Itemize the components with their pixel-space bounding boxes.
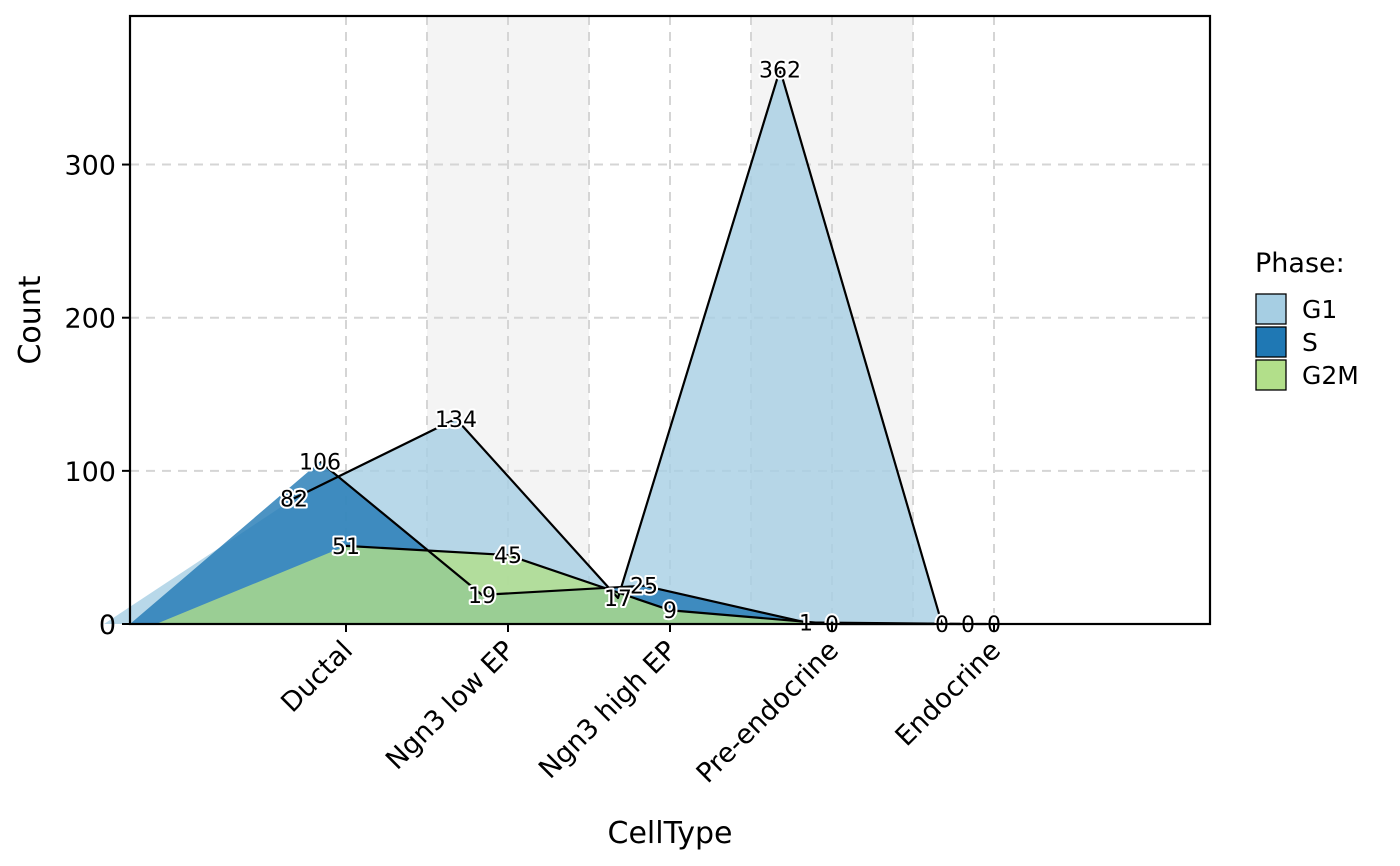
- legend-label-S: S: [1302, 328, 1318, 357]
- legend-key-G1: [1255, 293, 1287, 325]
- data-label: 0: [961, 613, 975, 638]
- data-label: 25: [630, 575, 658, 600]
- x-tick-label: Ductal: [275, 635, 359, 719]
- data-label: 19: [468, 584, 496, 609]
- y-tick-label: 200: [64, 304, 116, 335]
- data-label: 134: [435, 408, 477, 433]
- data-label: 9: [663, 599, 677, 624]
- y-axis: 0 100 200 300: [64, 151, 130, 641]
- legend-label-G2M: G2M: [1302, 361, 1359, 390]
- legend-label-G1: G1: [1302, 295, 1337, 324]
- y-tick-label: 100: [64, 457, 116, 488]
- x-tick-label: Ngn3 low EP: [380, 635, 521, 776]
- x-axis: Ductal Ngn3 low EP Ngn3 high EP Pre-endocri…: [275, 624, 1007, 789]
- data-labels: 821341736201061925105145900: [278, 57, 1003, 640]
- y-tick-label: 0: [99, 610, 116, 641]
- x-tick-label: Endocrine: [890, 635, 1007, 752]
- x-tick-label: Ngn3 high EP: [533, 635, 683, 785]
- series-areas: [104, 69, 1044, 625]
- y-tick-label: 300: [64, 151, 116, 182]
- x-axis-title: CellType: [608, 816, 733, 851]
- series-area-G2M: [156, 545, 1044, 624]
- series-outline-G1: [293, 68, 944, 625]
- legend-key-G2M: [1255, 359, 1287, 391]
- x-tick-label: Pre-endocrine: [691, 635, 845, 789]
- data-label: 0: [935, 613, 949, 638]
- data-label: 82: [280, 487, 308, 512]
- data-label: 45: [494, 544, 522, 569]
- data-label: 362: [759, 59, 801, 84]
- data-label: 51: [332, 535, 360, 560]
- y-axis-title: Count: [13, 275, 48, 364]
- legend-key-S: [1255, 326, 1287, 358]
- legend-title: Phase:: [1255, 248, 1345, 279]
- data-label: 17: [604, 587, 632, 612]
- data-label: 106: [299, 451, 341, 476]
- legend: Phase: G1 S G2M: [1255, 248, 1359, 391]
